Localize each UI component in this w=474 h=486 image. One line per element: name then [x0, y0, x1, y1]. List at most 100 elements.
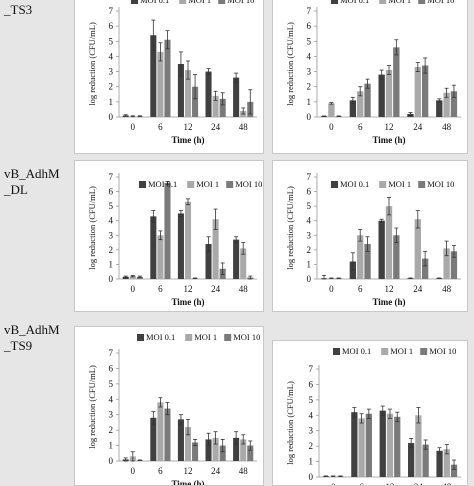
legend-label-moi-0-1: MOI 0.1: [146, 332, 175, 342]
legend-swatch-moi-1: [187, 181, 195, 188]
legend-swatch-moi-10: [418, 0, 426, 4]
legend-swatch-moi-0-1: [331, 181, 338, 188]
legend-swatch-moi-10: [218, 0, 226, 4]
y-tick-label: 4: [309, 410, 314, 420]
x-tick-label: 48: [442, 122, 452, 132]
bar-moi-0-1-t12: [378, 74, 385, 117]
y-tick-label: 2: [109, 82, 114, 92]
legend-label-moi-1: MOI 1: [194, 332, 217, 342]
x-tick-label: 6: [158, 122, 163, 132]
x-tick-label: 6: [158, 466, 163, 476]
legend-label-moi-10: MOI 10: [235, 179, 262, 189]
x-tick-label: 24: [211, 466, 221, 476]
bar-moi-1-t48: [443, 92, 450, 117]
x-axis-label: Time (h): [372, 135, 405, 145]
y-tick-label: 1: [309, 457, 314, 467]
x-tick-label: 6: [358, 284, 363, 294]
legend-swatch-moi-1: [179, 0, 187, 4]
y-tick-label: 5: [109, 36, 114, 46]
bar-moi-1-t48: [240, 248, 247, 279]
bar-moi-10-t48: [450, 251, 458, 279]
bar-moi-10-t12: [192, 442, 199, 461]
legend-swatch-moi-0-1: [137, 334, 144, 341]
bar-moi-1-t12: [184, 70, 192, 117]
y-tick-label: 2: [109, 425, 114, 435]
x-tick-label: 12: [385, 284, 394, 294]
legend-label-moi-0-1: MOI 0.1: [148, 179, 177, 189]
legend-label-moi-1: MOI 1: [388, 0, 411, 5]
x-tick-label: 6: [359, 482, 364, 485]
x-tick-label: 0: [331, 482, 336, 485]
y-tick-label: 4: [109, 51, 114, 61]
x-tick-label: 12: [184, 122, 193, 132]
x-tick-label: 24: [413, 122, 423, 132]
y-axis-label: log reduction (CFU/mL): [285, 186, 295, 270]
y-tick-label: 4: [109, 216, 114, 226]
legend-label-moi-10: MOI 10: [429, 346, 456, 356]
y-tick-label: 7: [307, 6, 312, 16]
y-tick-label: 3: [309, 426, 314, 436]
x-tick-label: 24: [413, 284, 423, 294]
y-tick-label: 3: [109, 410, 114, 420]
legend-label-moi-1: MOI 1: [188, 0, 211, 5]
y-tick-label: 7: [109, 348, 114, 358]
bar-moi-1-t48: [443, 248, 450, 279]
x-axis-label: Time (h): [171, 135, 204, 145]
bar-moi-0-1-t12: [177, 419, 184, 461]
y-tick-label: 7: [109, 172, 114, 182]
legend-swatch-moi-0-1: [131, 0, 138, 4]
bar-moi-1-t24: [415, 415, 422, 477]
x-tick-label: 6: [358, 122, 363, 132]
bar-moi-10-t24: [422, 444, 429, 477]
y-tick-label: 5: [309, 395, 314, 405]
bar-moi-1-t12: [184, 427, 192, 461]
bar-moi-1-t6: [357, 91, 364, 117]
x-tick-label: 0: [131, 466, 136, 476]
bar-moi-0-1-t6: [351, 412, 358, 477]
bar-moi-0-1-t6: [150, 216, 157, 279]
y-tick-label: 7: [309, 364, 314, 374]
y-tick-label: 0: [307, 274, 312, 284]
x-tick-label: 0: [131, 284, 136, 294]
y-tick-label: 5: [307, 36, 312, 46]
bar-moi-1-t6: [157, 402, 164, 461]
legend-swatch-moi-10: [418, 181, 426, 188]
bar-moi-0-1-t24: [205, 439, 212, 461]
y-tick-label: 1: [109, 441, 114, 451]
bar-moi-0-1-t12: [379, 410, 386, 477]
legend-label-moi-10: MOI 10: [427, 0, 454, 5]
legend-label-moi-0-1: MOI 0.1: [340, 179, 369, 189]
y-tick-label: 3: [109, 67, 114, 77]
y-axis-label: log reduction (CFU/mL): [285, 22, 295, 106]
x-tick-label: 0: [329, 284, 334, 294]
bar-moi-10-t6: [364, 244, 371, 279]
y-tick-label: 7: [109, 6, 114, 16]
y-axis-label: log reduction (CFU/mL): [87, 186, 97, 270]
y-tick-label: 0: [109, 274, 114, 284]
bar-moi-10-t24: [421, 258, 429, 279]
y-tick-label: 1: [307, 259, 312, 269]
bar-moi-0-1-t48: [436, 450, 443, 477]
y-tick-label: 1: [307, 97, 312, 107]
legend-label-moi-1: MOI 1: [388, 179, 411, 189]
y-tick-label: 0: [109, 112, 114, 122]
bar-moi-10-t48: [450, 464, 458, 477]
chart-panel-ts3-right: 0 1 2 3 4 5 6 7 log reduction (CFU/mL) 0 6 12 24 48 Ti…: [272, 0, 468, 154]
legend-swatch-moi-1: [379, 181, 387, 188]
y-tick-label: 5: [307, 201, 312, 211]
y-tick-label: 1: [109, 259, 114, 269]
bar-moi-1-t6: [358, 418, 365, 477]
x-tick-label: 48: [442, 482, 452, 485]
y-axis-label: log reduction (CFU/mL): [87, 22, 97, 106]
y-tick-label: 0: [109, 456, 114, 466]
y-axis-label: log reduction (CFU/mL): [285, 381, 295, 465]
chart-panel-dl-left: 0 1 2 3 4 5 6 7 log reduction (CFU/mL) 0 6 12 24 48 Ti…: [74, 160, 264, 312]
bar-moi-0-1-t48: [436, 100, 443, 117]
y-tick-label: 2: [109, 245, 114, 255]
bar-moi-10-t48: [450, 91, 458, 117]
chart-panel-dl-right: 0 1 2 3 4 5 6 7 log reduction (CFU/mL) 0 6 12 24 48 Ti…: [272, 160, 468, 312]
